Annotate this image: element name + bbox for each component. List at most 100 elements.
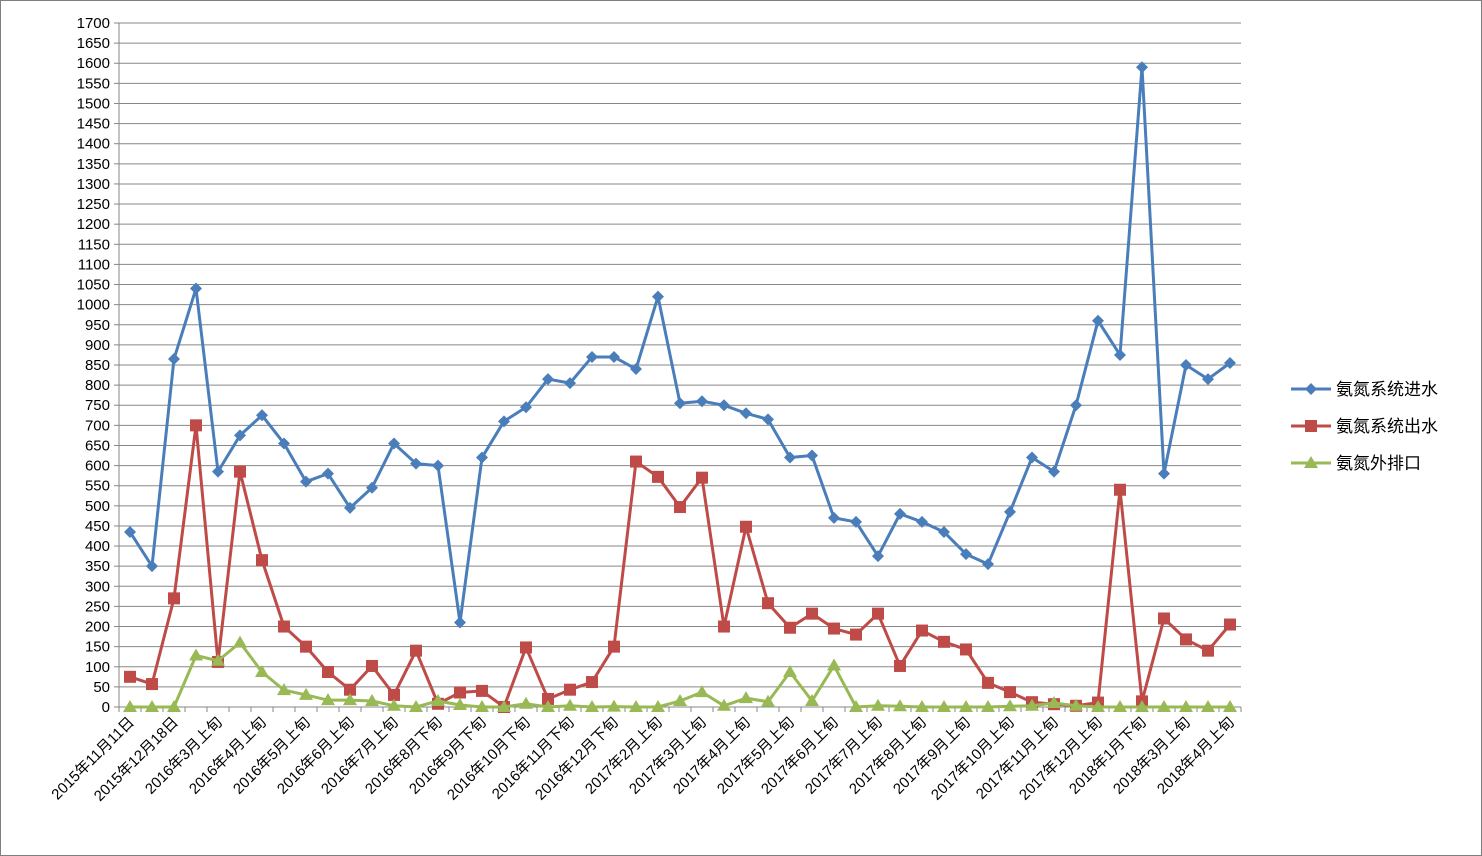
y-tick-label: 300 xyxy=(85,578,110,595)
data-point xyxy=(1223,700,1237,712)
data-point xyxy=(432,459,444,472)
x-axis-tick-labels: 2015年11月11日2015年12月18日2016年3月上旬2016年4月上旬… xyxy=(48,714,1237,805)
data-point xyxy=(1047,695,1061,708)
x-tick-label: 2018年3月上旬 xyxy=(1110,714,1194,798)
y-tick-label: 100 xyxy=(85,659,110,676)
data-point xyxy=(1025,698,1039,711)
y-tick-label: 1100 xyxy=(78,256,110,273)
data-point xyxy=(1113,700,1127,712)
data-point xyxy=(454,686,466,699)
data-point xyxy=(849,700,863,712)
data-point xyxy=(145,700,159,712)
data-point xyxy=(476,684,488,697)
gridlines xyxy=(119,22,1241,688)
data-point xyxy=(1004,686,1016,699)
data-point xyxy=(674,501,686,514)
y-tick-label: 600 xyxy=(85,458,110,475)
data-point xyxy=(696,395,708,408)
data-point xyxy=(805,693,819,706)
data-point xyxy=(520,401,532,414)
data-point xyxy=(806,449,818,462)
data-point xyxy=(453,697,467,710)
data-point xyxy=(630,363,642,376)
y-tick-label: 750 xyxy=(85,397,110,414)
data-point xyxy=(938,635,950,648)
data-point xyxy=(1003,699,1017,712)
data-point xyxy=(607,699,621,712)
data-point xyxy=(366,481,378,494)
data-point xyxy=(982,558,994,571)
data-point xyxy=(1179,700,1193,712)
data-point xyxy=(1180,359,1192,371)
y-tick-label: 800 xyxy=(85,377,110,394)
data-point xyxy=(850,515,862,528)
data-point xyxy=(168,592,180,605)
data-point xyxy=(190,282,202,295)
data-point xyxy=(541,700,555,712)
data-point xyxy=(739,691,753,704)
data-point xyxy=(256,409,268,422)
data-point xyxy=(300,640,312,653)
x-tick-label: 2016年5月上旬 xyxy=(230,714,314,798)
data-point xyxy=(718,620,730,633)
x-tick-label: 2017年3月上旬 xyxy=(626,714,710,798)
data-point xyxy=(608,350,620,363)
data-point xyxy=(762,413,774,426)
y-tick-label: 1600 xyxy=(77,55,110,72)
data-point xyxy=(1114,483,1126,496)
series-3 xyxy=(123,635,1237,712)
y-tick-label: 450 xyxy=(85,518,110,535)
data-point xyxy=(344,501,356,514)
y-tick-label: 1400 xyxy=(77,136,110,153)
data-point xyxy=(322,665,334,678)
x-tick-label: 2017年2月上旬 xyxy=(582,714,666,798)
data-point xyxy=(959,700,973,712)
axes xyxy=(114,22,1242,712)
data-point xyxy=(410,457,422,470)
data-point xyxy=(915,700,929,712)
data-point xyxy=(717,698,731,711)
data-point xyxy=(1069,698,1083,711)
data-point xyxy=(168,352,180,365)
series-1 xyxy=(124,61,1236,629)
data-point xyxy=(387,698,401,711)
data-point xyxy=(916,515,928,528)
data-point xyxy=(718,399,730,412)
data-point xyxy=(146,678,158,691)
y-tick-label: 1500 xyxy=(77,95,110,112)
data-point xyxy=(212,465,224,478)
x-tick-label: 2017年5月上旬 xyxy=(714,714,798,798)
data-point xyxy=(256,554,268,567)
data-point xyxy=(696,471,708,484)
data-point xyxy=(564,377,576,390)
data-point xyxy=(1070,399,1082,412)
x-tick-label: 2016年4月上旬 xyxy=(186,714,270,798)
y-tick-label: 950 xyxy=(85,317,110,334)
x-tick-label: 2017年8月上旬 xyxy=(846,714,930,798)
data-point xyxy=(1092,314,1104,327)
data-point xyxy=(519,696,533,709)
data-point xyxy=(585,700,599,712)
data-point xyxy=(234,465,246,478)
y-tick-label: 700 xyxy=(85,417,110,434)
data-point xyxy=(784,621,796,634)
data-point xyxy=(1202,373,1214,386)
y-tick-label: 350 xyxy=(85,558,110,575)
y-tick-label: 850 xyxy=(85,357,110,374)
x-tick-label: 2018年1月下旬 xyxy=(1066,714,1150,798)
data-point xyxy=(1114,348,1126,361)
data-point xyxy=(827,658,841,671)
data-point xyxy=(146,560,158,573)
data-point xyxy=(520,641,532,654)
data-point xyxy=(938,525,950,538)
data-point xyxy=(586,350,598,363)
data-point xyxy=(1026,451,1038,464)
data-point xyxy=(1004,505,1016,518)
legend-item: 氨氮外排口 xyxy=(1291,454,1421,473)
y-tick-label: 200 xyxy=(85,619,110,636)
data-point xyxy=(740,520,752,533)
y-tick-label: 1700 xyxy=(77,15,110,32)
data-point xyxy=(211,653,225,666)
data-point xyxy=(608,640,620,653)
